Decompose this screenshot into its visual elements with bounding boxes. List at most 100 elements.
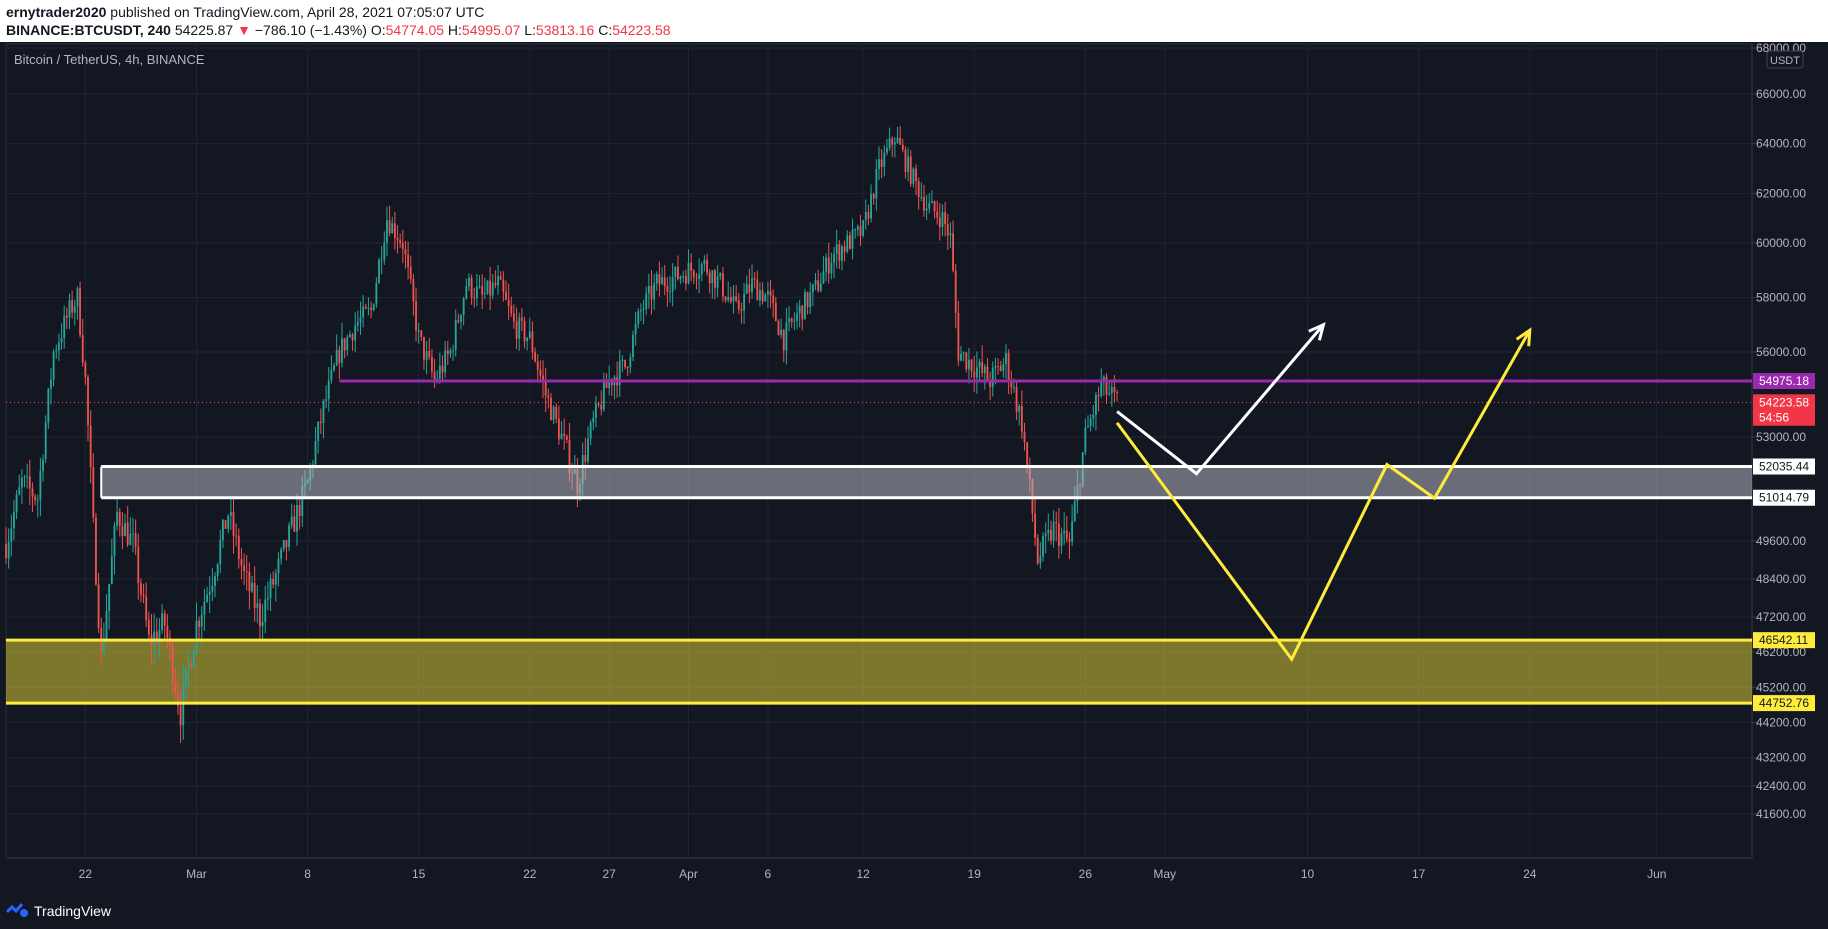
candle-body: [814, 280, 817, 285]
candle-body: [240, 559, 243, 566]
candle-body: [822, 271, 825, 284]
candle-body: [661, 277, 663, 285]
candle-body: [917, 181, 920, 198]
candle-body: [486, 280, 489, 294]
candle: [513, 304, 515, 329]
candle: [859, 214, 862, 246]
candle-body: [994, 366, 997, 368]
candle: [1047, 513, 1050, 542]
candle: [785, 307, 788, 365]
candle-body: [658, 274, 661, 285]
candle-body: [409, 266, 412, 280]
yellow-projection[interactable]: [1115, 329, 1532, 663]
candle-body: [872, 194, 875, 199]
candle-body: [602, 381, 605, 410]
candle: [751, 264, 753, 299]
candle-body: [854, 229, 857, 231]
candle: [409, 255, 412, 284]
candle: [79, 281, 81, 338]
candle-body: [745, 284, 748, 295]
candle-body: [502, 279, 505, 292]
time-axis[interactable]: 22 Mar 8 15 22 27 Apr 6 12 19 26 May 10 17 24 Jun: [79, 867, 1667, 881]
candle-body: [793, 320, 796, 322]
candle: [658, 261, 661, 297]
candle: [237, 528, 240, 569]
white-support-zone[interactable]: [101, 466, 1753, 498]
candle-body: [671, 277, 674, 292]
candle: [928, 193, 931, 214]
candle: [896, 126, 899, 145]
candle: [872, 192, 875, 205]
candle-body: [73, 306, 76, 313]
candle: [774, 296, 777, 322]
candle-body: [364, 306, 367, 309]
candle-body: [1110, 386, 1113, 394]
candle: [960, 346, 962, 362]
candle: [489, 266, 492, 311]
candle-body: [864, 212, 867, 221]
candle-body: [536, 361, 539, 370]
candle-body: [396, 237, 399, 241]
candle: [740, 302, 743, 324]
publication-line: ernytrader2020 published on TradingView.…: [6, 4, 484, 20]
price-chart[interactable]: 68000.0066000.0064000.0062000.0060000.00…: [0, 42, 1828, 893]
candle: [923, 184, 925, 217]
candle: [933, 200, 936, 219]
candle-body: [124, 522, 126, 536]
candle-body: [920, 196, 923, 198]
candle-body: [7, 541, 10, 559]
price-label-box: [1753, 394, 1815, 411]
candle-body: [1060, 533, 1063, 546]
candle: [227, 514, 230, 534]
candle-body: [116, 511, 119, 526]
candle: [907, 147, 910, 182]
candle-body: [415, 301, 417, 331]
candle-body: [430, 356, 433, 372]
candle-body: [243, 565, 246, 572]
candle-body: [1005, 352, 1007, 364]
price-axis[interactable]: 68000.0066000.0064000.0062000.0060000.00…: [1752, 42, 1806, 821]
white-projection[interactable]: [1116, 323, 1325, 476]
candle-body: [65, 315, 68, 318]
candle-body: [211, 585, 214, 592]
candle-body: [158, 629, 161, 643]
time-tick-label: May: [1153, 867, 1176, 881]
candle-body: [952, 233, 954, 271]
currency-badge: [1766, 50, 1804, 69]
candle-body: [404, 249, 407, 255]
candle: [110, 538, 113, 585]
candle-body: [983, 366, 986, 373]
yellow-support-zone[interactable]: [6, 640, 1752, 704]
candlestick-series[interactable]: [5, 125, 1119, 743]
candle: [491, 273, 494, 300]
candle: [1108, 381, 1111, 396]
candle: [502, 271, 505, 302]
candle: [666, 277, 669, 307]
candle-body: [766, 290, 769, 295]
candle: [362, 294, 365, 328]
candle: [833, 247, 835, 279]
candle-body: [830, 262, 833, 274]
candle-body: [930, 201, 933, 204]
publisher-name[interactable]: ernytrader2020: [6, 4, 107, 20]
candle-body: [190, 664, 193, 669]
candle: [542, 360, 544, 398]
candle: [761, 282, 764, 305]
candle: [15, 490, 18, 520]
candle: [777, 319, 780, 336]
candle-body: [896, 137, 899, 143]
candle-body: [433, 371, 436, 380]
candle: [991, 361, 994, 397]
candle-body: [523, 320, 526, 342]
candle-body: [618, 360, 621, 386]
price-tick-label: 56000.00: [1756, 345, 1806, 359]
candle-body: [444, 350, 447, 373]
candle-body: [155, 631, 158, 643]
candle-body: [684, 276, 687, 284]
candle: [1039, 542, 1042, 569]
candle-body: [1007, 352, 1010, 381]
candle: [711, 270, 714, 299]
candle-body: [142, 594, 145, 597]
candle: [475, 273, 478, 307]
candle: [899, 125, 902, 145]
